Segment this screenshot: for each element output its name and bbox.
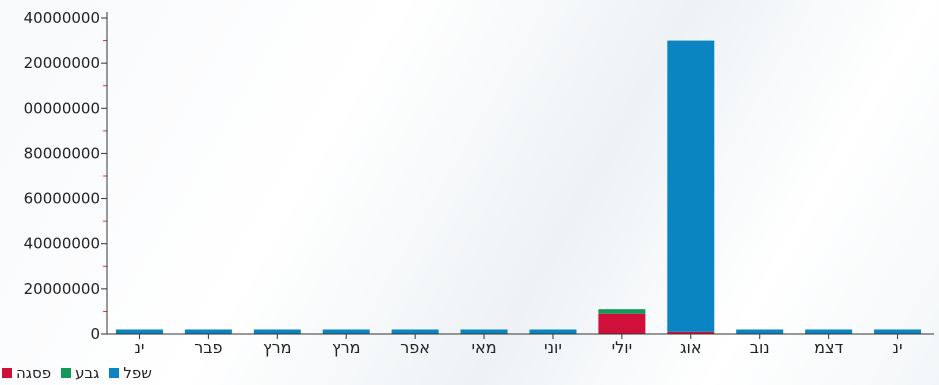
- legend-swatch: [2, 368, 12, 378]
- x-tick-label: מאי: [471, 338, 496, 357]
- y-axis-ticks: 0 20000000 40000000 60000000 80000000 0000000…: [24, 9, 107, 343]
- bar-segment: [115, 329, 163, 334]
- x-tick-label: ינ: [893, 338, 903, 357]
- y-tick-label: 20000000: [24, 280, 100, 298]
- bar-segment: [391, 329, 439, 334]
- bar-segment: [736, 329, 784, 334]
- legend-label: פסגה: [16, 364, 52, 382]
- x-tick-label: נוב: [750, 338, 770, 357]
- legend-label: גבע: [75, 364, 100, 382]
- bar-segment: [184, 329, 232, 334]
- x-tick-label: מרץ: [332, 338, 361, 357]
- x-tick-label: אפר: [400, 338, 430, 357]
- bar-segment: [460, 329, 508, 334]
- stacked-bar-chart: 0 20000000 40000000 60000000 80000000 0000000…: [24, 9, 934, 357]
- x-tick-label: ינ: [134, 338, 144, 357]
- y-tick-label: 60000000: [24, 190, 100, 208]
- legend-item: שפל: [109, 364, 152, 382]
- bar-segment: [529, 329, 577, 334]
- bars: [115, 40, 922, 334]
- legend-swatch: [61, 368, 72, 378]
- bar-segment: [805, 329, 853, 334]
- bar-segment: [322, 329, 370, 334]
- bar-segment: [253, 329, 301, 334]
- y-tick-label: 40000000: [24, 9, 100, 27]
- x-tick-label: יוני: [544, 338, 562, 357]
- bar-segment: [667, 40, 715, 332]
- legend-swatch: [109, 368, 120, 378]
- legend-item: פסגה: [2, 364, 51, 382]
- x-axis-labels: ינ פבר מרץ מרץ אפר מאי יוני יולי אוג נוב דצמ ינ: [134, 338, 902, 357]
- x-tick-label: פבר: [194, 338, 222, 357]
- bar-segment: [667, 331, 715, 334]
- y-tick-label: 40000000: [24, 235, 100, 253]
- bar-segment: [598, 309, 646, 314]
- x-tick-label: אוג: [680, 338, 702, 357]
- axes: [106, 12, 934, 339]
- y-tick-label: 20000000: [24, 54, 100, 72]
- legend-item: גבע: [61, 364, 99, 382]
- y-tick-label: 0: [90, 325, 100, 343]
- x-tick-label: דצמ: [814, 338, 843, 357]
- bar-segment: [874, 329, 922, 334]
- x-tick-label: יולי: [612, 338, 633, 357]
- legend-label: שפל: [123, 364, 152, 382]
- bar-segment: [598, 313, 646, 334]
- x-tick-label: מרץ: [263, 338, 292, 357]
- y-tick-label: 80000000: [24, 144, 100, 162]
- y-tick-label: 00000000: [24, 99, 100, 117]
- legend: פסגה גבע שפל: [2, 363, 152, 383]
